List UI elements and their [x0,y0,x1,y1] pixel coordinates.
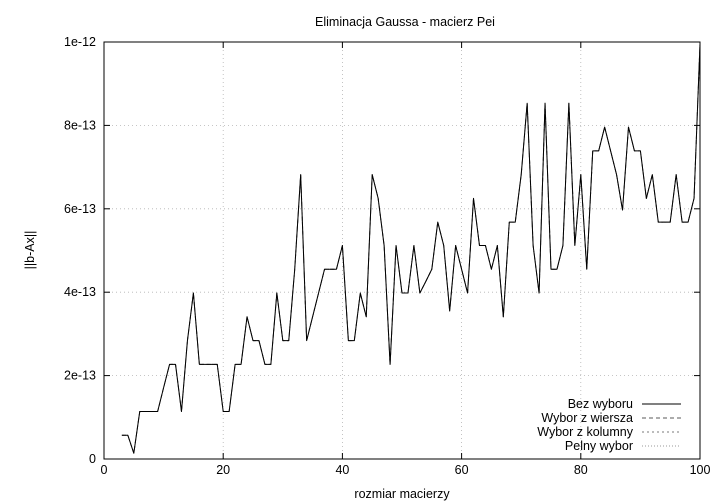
x-tick-label: 0 [101,463,108,477]
x-tick-label: 80 [574,463,588,477]
x-axis-label: rozmiar macierzy [354,487,450,501]
series-line-1 [121,44,701,454]
series-layer [121,44,701,454]
series-line-0 [121,44,701,454]
chart-title: Eliminacja Gaussa - macierz Pei [315,15,495,29]
y-axis-label: ||b-Ax|| [23,231,37,270]
y-tick-label: 6e-13 [64,202,96,216]
y-tick-label: 0 [89,452,96,466]
x-tick-label: 60 [455,463,469,477]
y-tick-label: 4e-13 [64,285,96,299]
series-line-2 [121,44,701,454]
legend-label: Wybor z wiersza [541,411,633,425]
y-axis: 0 2e-13 4e-13 6e-13 8e-13 1e-12 [64,35,700,466]
y-tick-label: 2e-13 [64,369,96,383]
y-tick-label: 8e-13 [64,118,96,132]
legend-label: Pelny wybor [565,439,633,453]
series-line-3 [121,44,701,454]
legend-label: Wybor z kolumny [537,425,633,439]
legend-label: Bez wyboru [568,397,633,411]
x-tick-label: 20 [216,463,230,477]
x-axis: 0 20 40 60 80 100 [101,42,711,477]
plot-frame [103,41,701,460]
x-tick-label: 40 [335,463,349,477]
x-tick-label: 100 [690,463,711,477]
y-tick-label: 1e-12 [64,35,96,49]
